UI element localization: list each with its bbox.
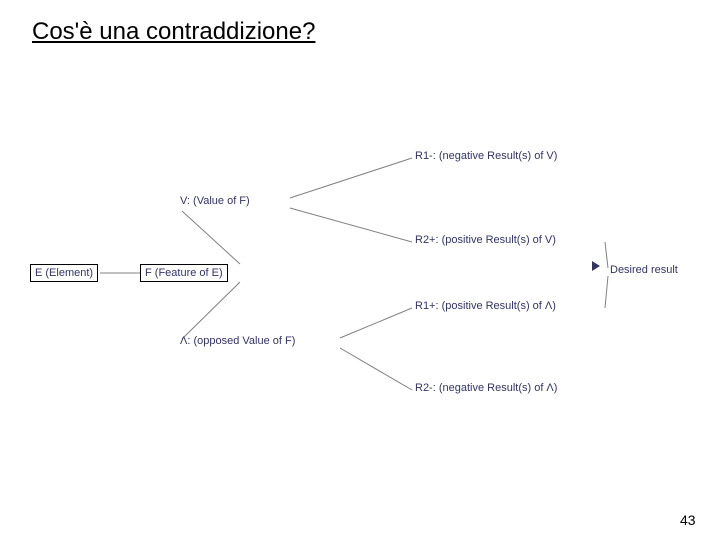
diagram-node-r2p: R2+: (positive Result(s) of V) — [415, 234, 556, 246]
diagram-node-e: E (Element) — [30, 264, 98, 282]
diagram-node-f: F (Feature of E) — [140, 264, 228, 282]
contradiction-diagram: E (Element) F (Feature of E) V: (Value of … — [0, 0, 720, 540]
diagram-nodes-layer: E (Element) F (Feature of E) V: (Value of … — [0, 0, 720, 540]
diagram-node-r1n: R1-: (negative Result(s) of V) — [415, 150, 557, 162]
diagram-node-r2n: R2-: (negative Result(s) of Ʌ) — [415, 382, 557, 394]
diagram-node-dr: Desired result — [610, 264, 678, 276]
diagram-node-r1p: R1+: (positive Result(s) of Ʌ) — [415, 300, 556, 312]
diagram-node-a: Ʌ: (opposed Value of F) — [180, 335, 295, 347]
diagram-node-v: V: (Value of F) — [180, 195, 250, 207]
